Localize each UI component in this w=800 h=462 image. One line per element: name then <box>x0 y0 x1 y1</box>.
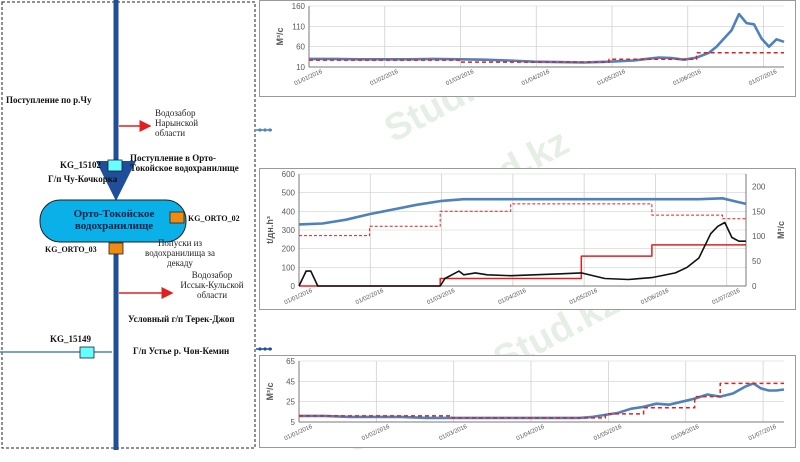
label-inflow-reservoir: Поступление в Орто-Токойское водохранили… <box>130 153 239 173</box>
y2-tick-label: 100 <box>752 232 766 241</box>
y-tick-label: 160 <box>292 2 306 11</box>
y-axis-label: M³/c <box>275 28 285 46</box>
legend-marker-2 <box>256 347 272 351</box>
y-tick-label: 200 <box>282 245 296 254</box>
gauge-kg15149-marker <box>79 346 95 359</box>
y2-axis-label: M³/c <box>776 221 786 239</box>
label-kg15149: KG_15149 <box>50 334 92 344</box>
water-scheme <box>0 0 272 450</box>
series-line-blue <box>299 382 785 420</box>
series-line-red <box>309 52 784 63</box>
y2-tick-label: 0 <box>752 282 757 291</box>
y-tick-label: 0 <box>291 282 296 291</box>
reservoir-name: Орто-Токойское водохранилище <box>73 208 155 232</box>
series-line-red-dashed <box>299 203 746 237</box>
y-tick-label: 400 <box>282 207 296 216</box>
y-tick-label: 300 <box>282 226 296 235</box>
chart-frame <box>259 0 796 97</box>
series-line-black <box>298 221 746 287</box>
chart-top: 01/01/2016 01/02/2016 01/03/2016 01/04/2016… <box>259 0 796 97</box>
gauge-kg15102-marker <box>107 159 123 172</box>
series-line-red <box>299 382 784 419</box>
y2-tick-label: 200 <box>752 182 766 191</box>
y2-tick-label: 50 <box>752 257 761 266</box>
label-kg-orto-02: KG_ORTO_02 <box>188 214 240 223</box>
y-tick-label: 500 <box>282 189 296 198</box>
series-line-blue <box>309 12 785 64</box>
y-tick-label: 10 <box>296 63 305 72</box>
y-tick-label: 600 <box>282 170 296 179</box>
chart-frame <box>259 168 796 310</box>
label-releases: Попуски из водохранилища за декаду <box>145 238 215 268</box>
gauge-kg-orto-02-marker <box>169 211 185 224</box>
y-tick-label: 60 <box>296 43 305 52</box>
label-kochkorka: Г/п Чу-Кочкорка <box>48 174 118 184</box>
y-tick-label: 100 <box>282 263 296 272</box>
y-axis-label: t/дн.h³ <box>265 216 275 244</box>
series-line-blue <box>298 196 747 226</box>
y-axis-label: M³/c <box>265 383 275 401</box>
label-inflow-chu: Поступление по р.Чу <box>6 95 92 105</box>
label-chon-kemin: Г/п Устье р. Чон-Кемин <box>133 346 230 356</box>
label-kg-orto-03: KG_ORTO_03 <box>45 245 97 254</box>
label-intake-naryn: Водозабор Нарынской области <box>155 108 199 138</box>
y-tick-label: 5 <box>291 418 296 427</box>
y-tick-label: 25 <box>286 398 295 407</box>
label-kg15102: KG_15102 <box>60 160 102 170</box>
label-terek-jop: Условный г/п Терек-Джоп <box>128 314 235 324</box>
y2-tick-label: 150 <box>752 207 766 216</box>
y-tick-label: 45 <box>286 377 295 386</box>
y-tick-label: 110 <box>292 22 305 31</box>
chart-bottom: 01/01/2016 01/02/2016 01/03/2016 01/04/2016… <box>259 355 796 448</box>
y-tick-label: 65 <box>286 357 295 366</box>
scheme-frame <box>1 1 256 449</box>
gauge-kg-orto-03-marker <box>108 242 124 255</box>
chart-middle: 01/01/2016 01/02/2016 01/03/2016 01/04/2016… <box>259 168 796 310</box>
legend-marker-1 <box>256 128 272 132</box>
reservoir-shape <box>39 199 187 243</box>
label-intake-issyk: Водозабор Иссык-Кульской области <box>180 270 244 300</box>
